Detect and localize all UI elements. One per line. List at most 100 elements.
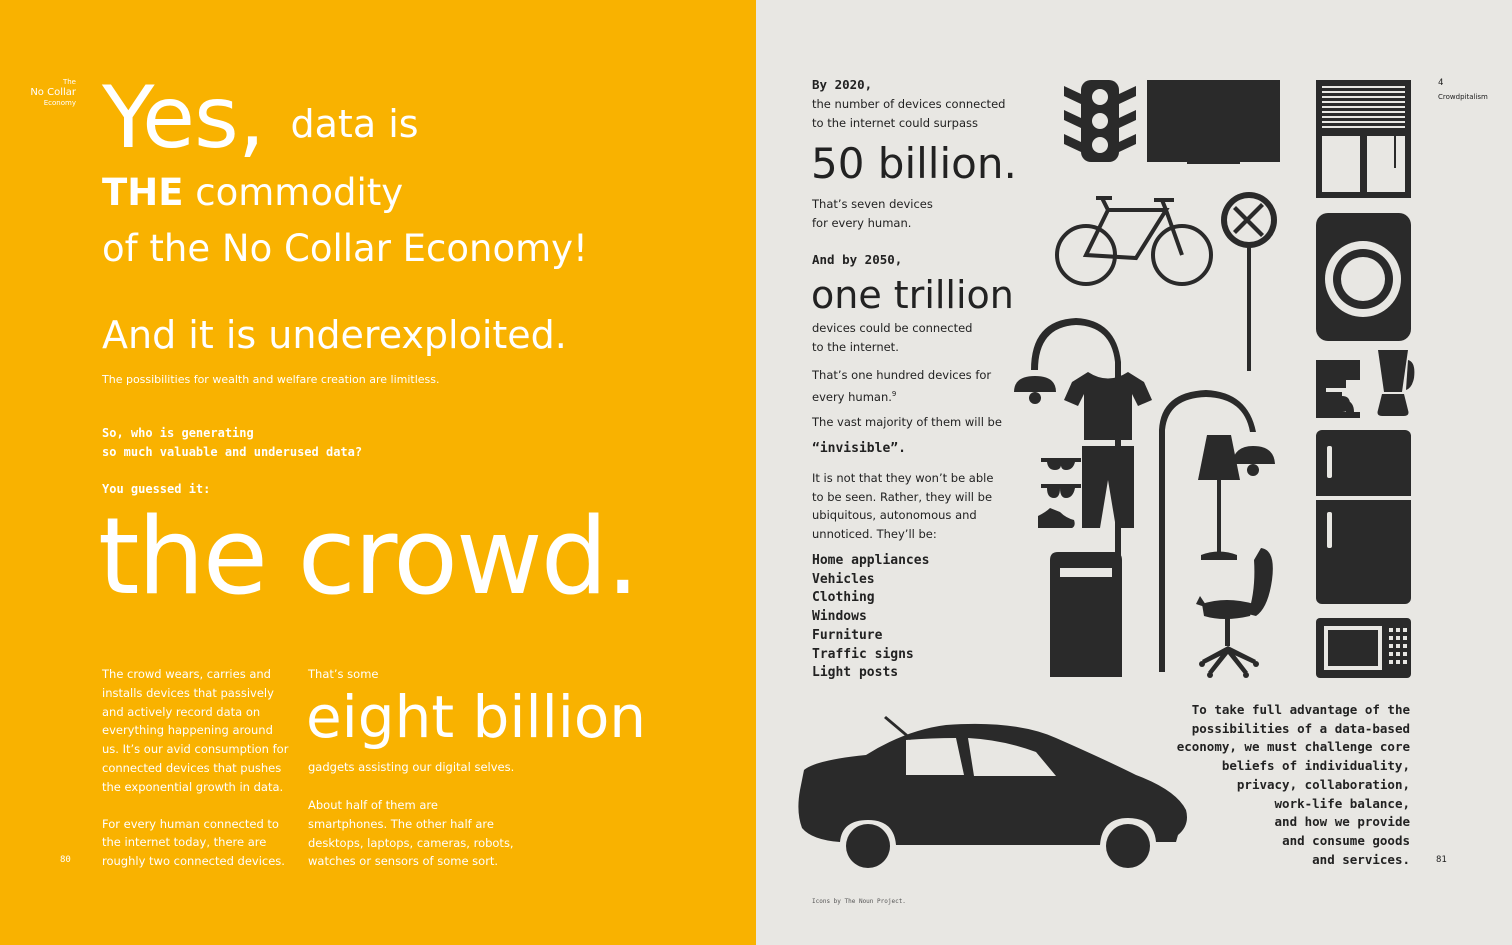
headline-commodity-word: commodity [195,171,404,214]
takeaway-line: privacy, collaboration, [1236,776,1410,792]
category-item: Vehicles [812,571,875,587]
floor-lamp-icon [1198,435,1240,560]
headline-yes-word: Yes, [102,68,265,168]
thats-some-text: That’s some [308,667,379,681]
body-line: the number of devices connected [812,97,1006,111]
takeaway-line: possibilities of a data-based [1191,720,1410,736]
body-line: roughly two connected devices. [102,854,285,869]
headline-economy: of the No Collar Economy! [102,227,588,270]
washing-machine-icon [1316,213,1411,341]
by-2050-label: And by 2050, [812,252,903,267]
running-head: The No Collar Economy [20,78,76,108]
body-line: For every human connected to [102,816,279,831]
bicycle-icon [1055,196,1213,286]
body-line: The crowd wears, carries and [102,667,271,681]
body-line: us. It’s our avid consumption for [102,742,289,757]
television-icon [1147,80,1280,164]
body-line: desktops, laptops, cameras, robots, [308,835,514,850]
traffic-light-icon [1064,80,1136,162]
running-head-title: No Collar [30,87,76,98]
footnote-marker: 9 [891,390,897,398]
coffee-maker-icon [1316,360,1360,418]
headline-the: THE [102,171,184,214]
hundred-devices-text: That’s one hundred devices for every hum… [812,366,991,407]
body-line: to the internet could surpass [812,116,978,130]
chapter-title: Crowdpitalism [1438,93,1488,101]
body-line: every human. [812,389,892,404]
body-line: smartphones. The other half are [308,816,494,831]
blender-icon [1377,350,1415,416]
body-line: ubiquitous, autonomous and [812,508,977,523]
takeaway-line: beliefs of individuality, [1221,758,1410,774]
question-text: So, who is generating so much valuable a… [102,424,362,462]
street-lamp-icon [1159,390,1275,672]
wealth-text: The possibilities for wealth and welfare… [102,373,440,386]
body-line: for every human. [812,216,912,230]
running-head-line: Economy [43,99,76,107]
body-line: watches or sensors of some sort. [308,854,499,869]
railroad-crossing-sign-icon [1221,192,1277,371]
running-head-line: The [62,78,76,86]
fifty-billion-headline: 50 billion. [811,139,1017,188]
headline-commodity: THE commodity [102,168,403,218]
takeaway-text: To take full advantage of the possibilit… [1096,701,1410,869]
category-item: Light posts [812,665,899,681]
body-line: and actively record data on [102,704,261,719]
invisible-label: “invisible”. [812,441,906,456]
category-item: Clothing [812,590,875,606]
page-number-right: 81 [1436,855,1447,865]
guessed-text: You guessed it: [102,482,211,496]
body-paragraph: The crowd wears, carries and installs de… [102,665,292,797]
devices-could-text: devices could be connected to the intern… [812,319,972,357]
not-seen-text: It is not that they won’t be able to be … [812,469,1002,543]
body-line: That’s seven devices [812,197,933,211]
half-paragraph: About half of them are smartphones. The … [308,796,523,871]
t-shirt-icon [1064,372,1152,440]
takeaway-line: To take full advantage of the [1191,702,1410,717]
by-2020-label: By 2020, [812,77,873,92]
page-number-left: 80 [60,855,71,865]
body-line: the internet today, there are [102,835,267,850]
headline-yes: Yes, data is [102,70,419,172]
body-paragraph: For every human connected to the interne… [102,815,292,871]
eight-billion-headline: eight billion [306,683,647,751]
shoe-icon [1038,508,1075,528]
vast-majority-text: The vast majority of them will be [812,415,1002,429]
takeaway-line: and how we provide [1274,814,1410,830]
category-item: Home appliances [812,553,930,568]
window-blinds-icon [1316,80,1411,198]
mailbox-icon [1050,552,1122,677]
refrigerator-icon [1316,430,1411,604]
crowd-headline: the crowd. [98,495,640,618]
headline-data-is: data is [290,102,419,146]
car-icon [798,716,1187,868]
body-line: connected devices that pushes [102,760,282,775]
body-line: About half of them are [308,798,438,812]
category-item: Furniture [812,627,883,643]
icon-credit: Icons by The Noun Project. [812,898,906,905]
chapter-number: 4 [1438,78,1444,88]
icon-illustration [798,80,1415,868]
microwave-icon [1316,618,1411,678]
body-line: to be seen. Rather, they will be [812,489,993,504]
sunglasses-icon [1041,458,1081,470]
category-item: Windows [812,609,867,625]
office-chair-icon [1196,548,1273,678]
question-line: so much valuable and underused data? [102,445,363,459]
body-line: devices could be connected [812,321,973,335]
body-line: It is not that they won’t be able [812,471,994,485]
takeaway-line: and consume goods [1282,832,1410,848]
trousers-icon [1082,446,1134,528]
one-trillion-headline: one trillion [811,273,1014,317]
right-page: By 2020, the number of devices connected… [756,0,1512,945]
subheadline-underexploited: And it is underexploited. [102,313,567,357]
body-line: unnoticed. They’ll be: [812,526,937,541]
gadgets-text: gadgets assisting our digital selves. [308,760,515,774]
body-line: That’s one hundred devices for [812,368,992,382]
category-item: Traffic signs [812,646,914,662]
takeaway-line: and services. [1312,851,1410,867]
body-line: installs devices that passively [102,685,274,700]
takeaway-line: work-life balance, [1274,795,1410,811]
body-column-1: The crowd wears, carries and installs de… [102,665,292,889]
street-lamp-icon [1014,318,1121,672]
